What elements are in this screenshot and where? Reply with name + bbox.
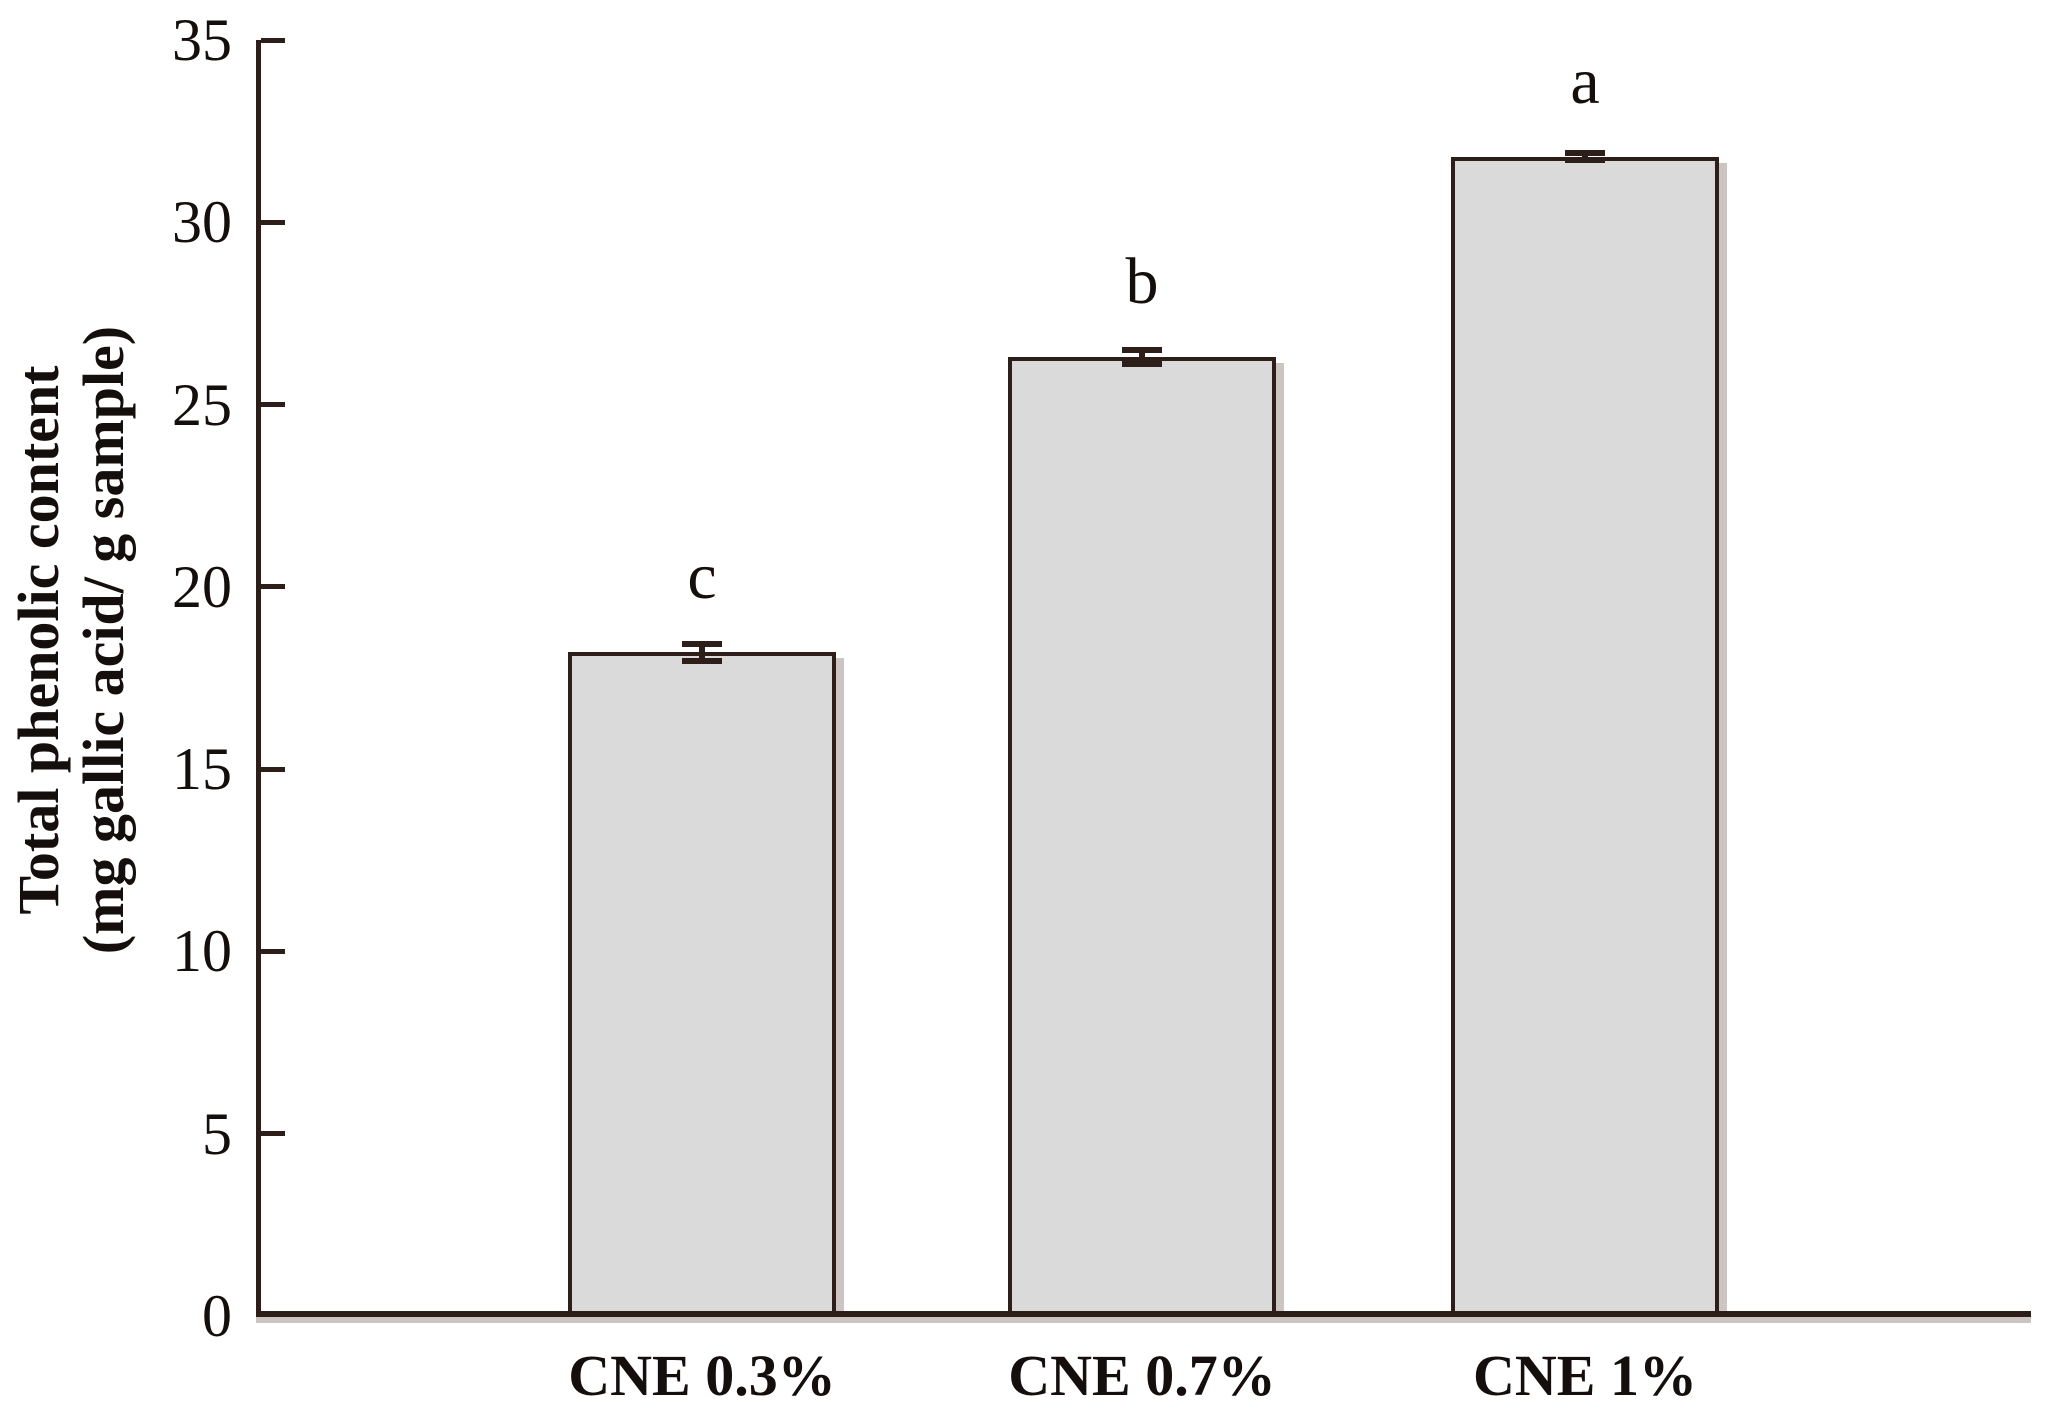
y-tick — [261, 766, 285, 772]
error-bar-stem — [1582, 150, 1588, 164]
bar — [568, 652, 836, 1314]
error-bar-bottom-cap — [1565, 157, 1605, 164]
error-bar-top-cap — [682, 641, 722, 648]
y-tick-label: 25 — [172, 371, 232, 438]
y-tick — [261, 37, 285, 43]
y-tick — [261, 219, 285, 225]
x-category-label: CNE 0.7% — [1008, 1343, 1276, 1408]
x-axis-line — [256, 1311, 2031, 1317]
bar — [1451, 156, 1719, 1314]
error-bar-stem — [1139, 346, 1145, 368]
y-tick-label: 20 — [172, 553, 232, 620]
y-axis-title: Total phenolic content (mg gallic acid/ … — [6, 140, 138, 1140]
significance-letter: c — [687, 540, 717, 614]
y-tick-label: 15 — [172, 736, 232, 803]
error-bar-bottom-cap — [682, 657, 722, 664]
y-tick-label: 5 — [202, 1100, 232, 1167]
significance-letter: a — [1570, 44, 1600, 118]
y-axis-title-line1: Total phenolic content — [6, 365, 71, 915]
y-axis-line — [256, 40, 261, 1316]
error-bar-top-cap — [1565, 150, 1605, 157]
y-tick — [261, 402, 285, 408]
y-tick — [261, 948, 285, 954]
bar — [1008, 357, 1276, 1314]
y-tick-label: 10 — [172, 918, 232, 985]
y-tick — [261, 584, 285, 590]
x-category-label: CNE 1% — [1473, 1343, 1697, 1408]
error-bar-stem — [699, 641, 705, 664]
error-bar-bottom-cap — [1122, 361, 1162, 368]
y-tick — [261, 1131, 285, 1137]
significance-letter: b — [1125, 245, 1159, 319]
y-axis-title-line2: (mg gallic acid/ g sample) — [71, 325, 136, 955]
error-bar-top-cap — [1122, 346, 1162, 353]
x-category-label: CNE 0.3% — [568, 1343, 836, 1408]
y-tick-label: 0 — [202, 1283, 232, 1349]
y-tick-label: 35 — [172, 7, 232, 73]
y-tick-label: 30 — [172, 189, 232, 256]
